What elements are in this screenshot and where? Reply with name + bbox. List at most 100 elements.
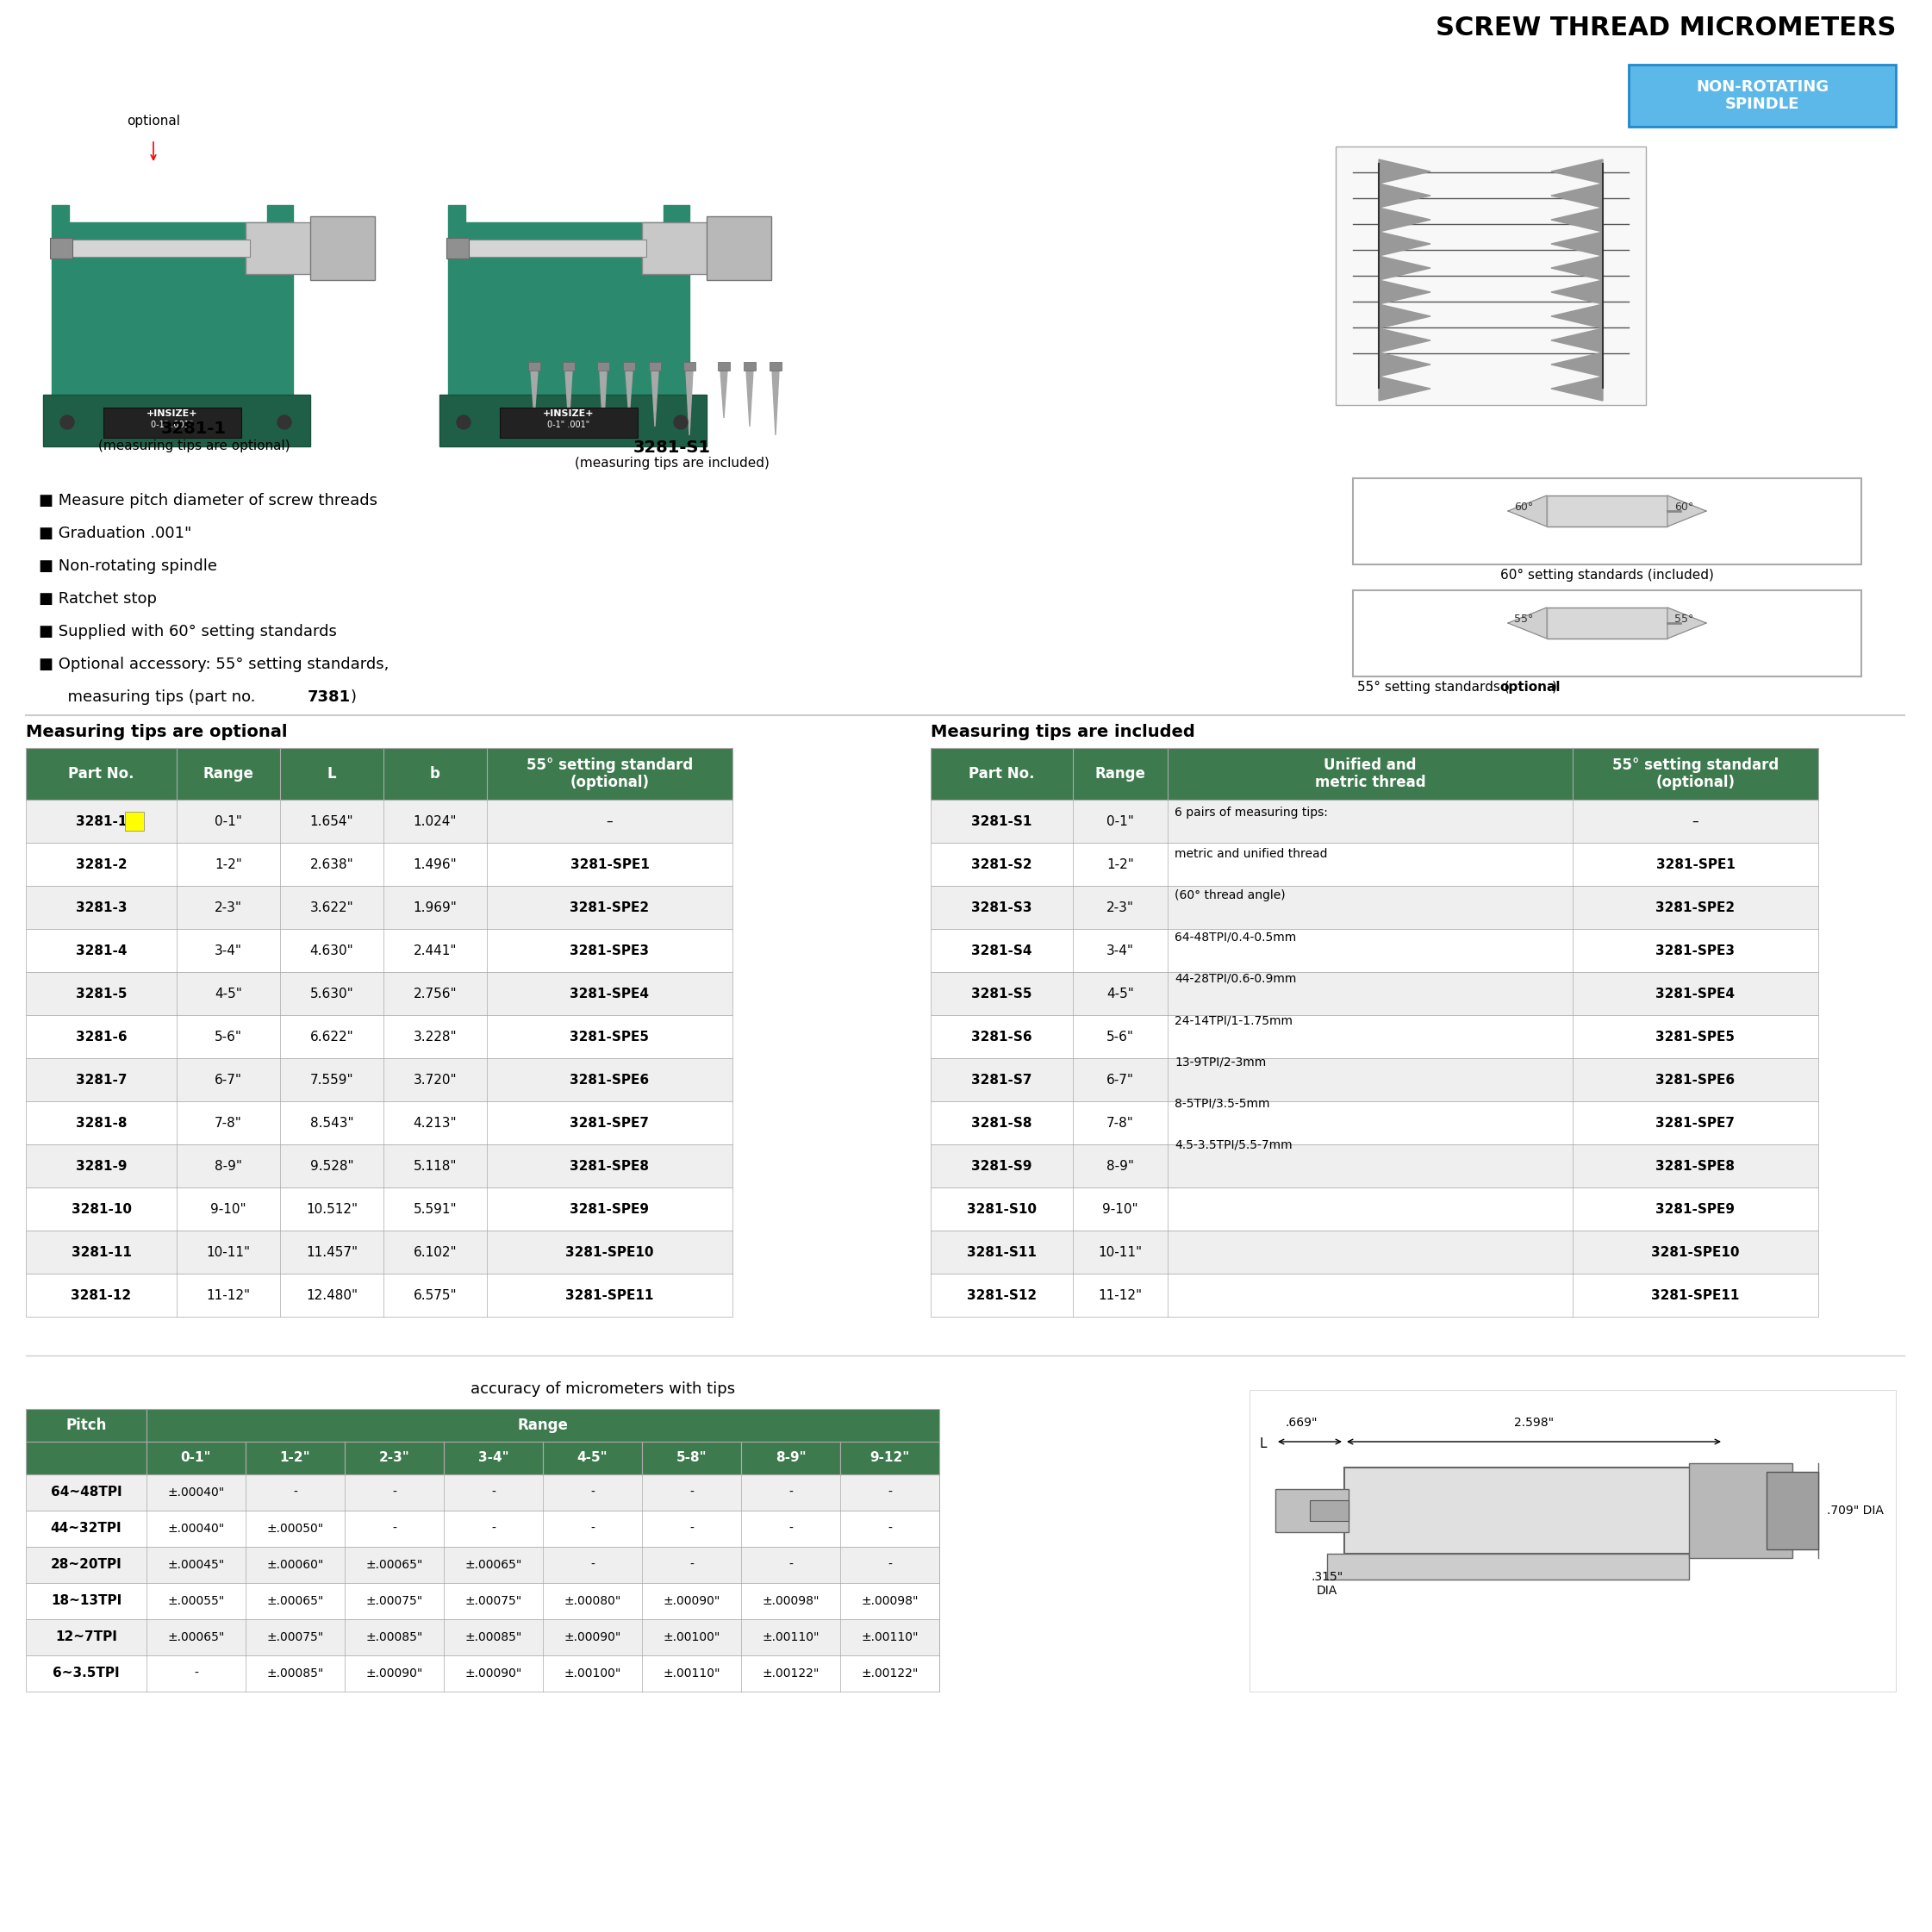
Polygon shape — [651, 371, 659, 427]
Text: 4.630": 4.630" — [309, 945, 354, 956]
Text: 3281-SPE10: 3281-SPE10 — [1652, 1246, 1739, 1258]
Text: ±.00085": ±.00085" — [267, 1667, 325, 1679]
Polygon shape — [1379, 352, 1430, 377]
Text: 3281-12: 3281-12 — [71, 1289, 131, 1302]
Polygon shape — [448, 205, 690, 439]
Text: 0-1" .001": 0-1" .001" — [151, 421, 193, 429]
Text: 3281-S3: 3281-S3 — [972, 900, 1032, 914]
Bar — [25, 1548, 939, 1582]
Bar — [622, 361, 636, 371]
Text: 55°: 55° — [1515, 614, 1534, 626]
Polygon shape — [1379, 328, 1430, 352]
Text: 2.756": 2.756" — [413, 987, 458, 1001]
Text: 3281-S7: 3281-S7 — [972, 1074, 1032, 1086]
Text: 10.512": 10.512" — [305, 1202, 357, 1215]
Bar — [1352, 479, 1861, 564]
Polygon shape — [1551, 377, 1604, 400]
Text: 3281-SPE7: 3281-SPE7 — [1656, 1117, 1735, 1130]
Text: optional: optional — [128, 114, 180, 128]
Bar — [931, 1101, 1818, 1144]
Text: 4-5": 4-5" — [1107, 987, 1134, 1001]
Bar — [444, 1441, 543, 1474]
Bar — [1548, 495, 1667, 527]
Text: Pitch: Pitch — [66, 1418, 106, 1434]
Text: ■ Optional accessory: 55° setting standards,: ■ Optional accessory: 55° setting standa… — [39, 657, 388, 672]
Text: 0-1": 0-1" — [1107, 815, 1134, 827]
Bar — [931, 748, 1818, 800]
Text: ±.00122": ±.00122" — [862, 1667, 918, 1679]
Text: L: L — [327, 767, 336, 782]
Text: 3281-S1: 3281-S1 — [634, 439, 711, 456]
Text: .709" DIA: .709" DIA — [1828, 1505, 1884, 1517]
Text: 55° setting standard
(optional): 55° setting standard (optional) — [526, 757, 694, 790]
Bar — [245, 222, 344, 274]
Polygon shape — [773, 371, 779, 435]
Polygon shape — [626, 371, 632, 417]
Text: ±.00100": ±.00100" — [564, 1667, 620, 1679]
Text: 3281-4: 3281-4 — [75, 945, 128, 956]
Text: 6-7": 6-7" — [214, 1074, 242, 1086]
Circle shape — [674, 415, 688, 429]
Polygon shape — [1379, 303, 1430, 328]
Text: 60°: 60° — [1675, 502, 1694, 514]
Text: 6~3.5TPI: 6~3.5TPI — [52, 1667, 120, 1681]
Text: 28~20TPI: 28~20TPI — [50, 1559, 122, 1571]
Text: Range: Range — [518, 1418, 568, 1434]
Text: ±.00075": ±.00075" — [466, 1596, 522, 1607]
Text: metric and unified thread: metric and unified thread — [1175, 848, 1327, 860]
Bar — [931, 1059, 1818, 1101]
Text: 5-8": 5-8" — [676, 1451, 707, 1464]
Bar — [931, 1188, 1818, 1231]
Bar — [744, 361, 755, 371]
Text: -: - — [392, 1522, 396, 1534]
Text: 3281-S6: 3281-S6 — [972, 1030, 1032, 1043]
Text: SCREW THREAD MICROMETERS: SCREW THREAD MICROMETERS — [1435, 15, 1895, 41]
Bar — [1352, 591, 1861, 676]
Text: measuring tips (part no.: measuring tips (part no. — [58, 690, 261, 705]
Text: 11.457": 11.457" — [305, 1246, 357, 1258]
Bar — [25, 1474, 939, 1511]
Bar — [126, 811, 143, 831]
Bar — [104, 408, 242, 439]
Bar — [931, 1273, 1818, 1318]
Text: 3281-1: 3281-1 — [160, 421, 226, 437]
Bar — [25, 1408, 147, 1441]
Text: ±.00090": ±.00090" — [564, 1631, 620, 1644]
Text: 3281-SPE4: 3281-SPE4 — [570, 987, 649, 1001]
Text: 3281-5: 3281-5 — [75, 987, 128, 1001]
Text: 3281-6: 3281-6 — [75, 1030, 128, 1043]
Text: -: - — [591, 1486, 595, 1499]
Text: 10-11": 10-11" — [1097, 1246, 1142, 1258]
Text: ±.00110": ±.00110" — [862, 1631, 918, 1644]
Text: ±.00040": ±.00040" — [168, 1486, 224, 1499]
Text: 24-14TPI/1-1.75mm: 24-14TPI/1-1.75mm — [1175, 1014, 1293, 1026]
Bar — [1548, 607, 1667, 639]
Text: 1.969": 1.969" — [413, 900, 458, 914]
Bar — [25, 842, 732, 887]
Bar — [1250, 1389, 1895, 1692]
Text: 64~48TPI: 64~48TPI — [50, 1486, 122, 1499]
Text: 1.024": 1.024" — [413, 815, 458, 827]
Text: 3281-S12: 3281-S12 — [966, 1289, 1037, 1302]
Text: 0-1": 0-1" — [182, 1451, 211, 1464]
Text: Part No.: Part No. — [68, 767, 133, 782]
Text: -: - — [294, 1486, 298, 1499]
Text: 6 pairs of measuring tips:: 6 pairs of measuring tips: — [1175, 806, 1327, 819]
Text: 3281-8: 3281-8 — [75, 1117, 128, 1130]
Text: ■ Supplied with 60° setting standards: ■ Supplied with 60° setting standards — [39, 624, 336, 639]
Bar — [311, 216, 375, 280]
Text: accuracy of micrometers with tips: accuracy of micrometers with tips — [471, 1381, 736, 1397]
Bar — [245, 1441, 344, 1474]
Text: 2-3": 2-3" — [214, 900, 242, 914]
Polygon shape — [1551, 352, 1604, 377]
Text: 3281-SPE8: 3281-SPE8 — [1656, 1159, 1735, 1173]
Text: ±.00110": ±.00110" — [663, 1667, 721, 1679]
Text: 3281-SPE2: 3281-SPE2 — [570, 900, 649, 914]
Text: 1.654": 1.654" — [309, 815, 354, 827]
Text: 3281-11: 3281-11 — [71, 1246, 131, 1258]
Bar — [649, 361, 661, 371]
Bar — [439, 394, 707, 446]
Text: 10-11": 10-11" — [207, 1246, 251, 1258]
Bar — [25, 1101, 732, 1144]
Bar — [1629, 64, 1895, 128]
